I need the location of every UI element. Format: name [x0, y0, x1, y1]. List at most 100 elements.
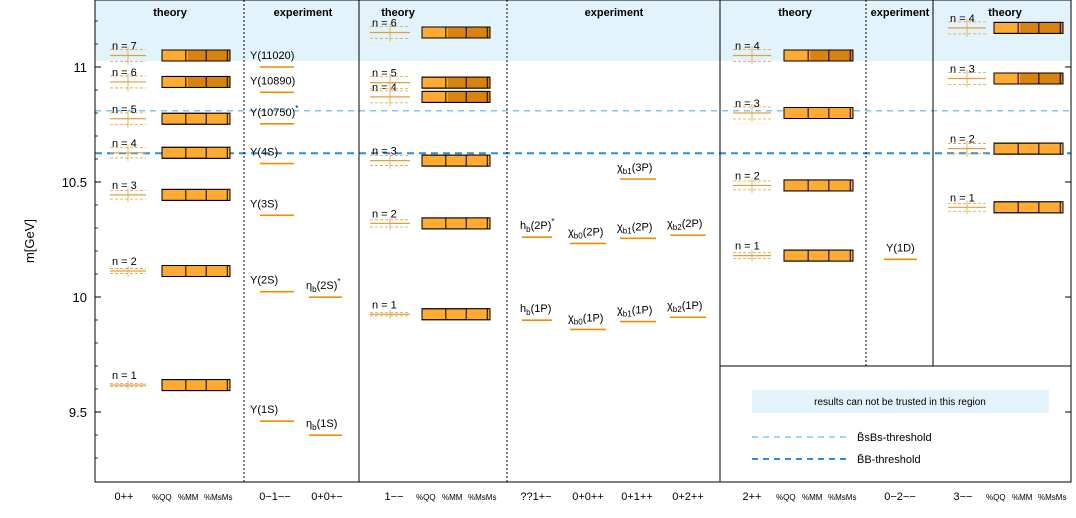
state-label: n = 1: [735, 241, 760, 253]
theory-state: n = 1: [948, 192, 1064, 215]
legend-threshold-label: B̄sBs-threshold: [857, 431, 932, 444]
y-tick-label: 9.5: [69, 405, 87, 420]
experiment-state-label: χb0(2P): [568, 226, 603, 240]
legend-threshold-label: B̄B-threshold: [857, 453, 921, 466]
composition-bar-outline: [783, 107, 854, 119]
composition-bar-outline: [161, 146, 231, 159]
section-title: theory: [988, 7, 1023, 19]
composition-bar-outline: [783, 249, 854, 262]
composition-segment: [206, 189, 230, 201]
column-label: 0−1−−: [259, 491, 291, 503]
theory-state: n = 3: [733, 98, 854, 122]
legend-untrusted-label: results can not be trusted in this regio…: [814, 397, 986, 408]
y-axis-label: m[GeV]: [22, 219, 37, 263]
composition-segment: [206, 113, 230, 125]
column-label: 1−−: [385, 491, 404, 503]
column-label: 0−2−−: [884, 491, 916, 503]
state-levels: n = 1 n = 2 n = 3 n = 4 n = 5 n = 6 n = 7 %QQ %M…: [110, 13, 1066, 503]
experiment-state: hb(1P): [520, 303, 552, 322]
composition-bar-outline: [421, 308, 491, 321]
theory-state: n = 2: [733, 170, 854, 193]
composition-segment: [206, 265, 230, 277]
composition-segment: [447, 27, 490, 38]
column-dividers: [243, 0, 1071, 482]
experiment-state: χb0(1P): [568, 312, 606, 331]
column-tag: %MsMs: [204, 493, 232, 502]
theory-state: n = 5: [370, 68, 491, 92]
experiment-state-label: ηb(2S)*: [306, 277, 340, 294]
experiment-state-label: hb(1P): [520, 303, 551, 317]
experiment-state-label: χb1(1P): [617, 305, 652, 319]
composition-segment: [187, 76, 230, 88]
composition-bar-outline: [421, 90, 491, 103]
experiment-state-label: Υ(1S): [250, 404, 278, 416]
experiment-state: hb(2P)*: [520, 217, 554, 238]
theory-state: n = 2: [110, 256, 231, 278]
state-label: n = 2: [735, 170, 760, 182]
section-title: experiment: [585, 7, 644, 19]
experiment-state: Υ(1S): [250, 404, 294, 423]
column-tag: %MM: [178, 493, 199, 502]
y-tick-label: 10: [73, 290, 87, 305]
state-label: n = 5: [372, 68, 397, 80]
composition-bar-outline: [161, 112, 231, 125]
composition-segment: [466, 155, 490, 167]
column-tag: %QQ: [152, 493, 172, 502]
column-tag: %MM: [1012, 493, 1033, 502]
column-tag: %MM: [802, 493, 823, 502]
experiment-state: Υ(1D): [884, 242, 917, 261]
state-label: n = 2: [950, 134, 975, 146]
experiment-state-label: Υ(1D): [886, 242, 915, 254]
column-label: ??1+−: [520, 491, 551, 503]
experiment-state: χb1(1P): [617, 305, 656, 323]
composition-bar-outline: [161, 265, 231, 278]
experiment-state: ηb(1S): [306, 418, 342, 437]
state-label: n = 6: [112, 67, 137, 79]
theory-state: n = 3: [370, 146, 491, 169]
composition-segment: [447, 77, 490, 89]
composition-segment: [1038, 143, 1063, 155]
composition-bar-outline: [783, 49, 854, 62]
composition-bar-outline: [161, 188, 231, 201]
state-label: n = 4: [372, 82, 397, 94]
state-label: n = 6: [372, 18, 397, 30]
column-tag: %QQ: [986, 493, 1006, 502]
column-label: 0+0++: [572, 491, 604, 503]
y-tick-label: 11: [74, 60, 88, 75]
composition-bar-outline: [993, 72, 1064, 85]
composition-bar-outline: [783, 179, 854, 192]
composition-segment: [1020, 22, 1063, 34]
state-label: n = 1: [950, 192, 975, 204]
composition-bar-outline: [421, 154, 491, 167]
composition-segment: [828, 250, 853, 262]
experiment-state-label: χb1(3P): [617, 162, 652, 176]
y-tick-label: 10.5: [62, 175, 87, 190]
composition-segment: [828, 107, 853, 119]
theory-state: n = 4: [110, 138, 231, 161]
section-title: theory: [153, 7, 188, 19]
state-label: n = 2: [372, 208, 397, 220]
theory-state: n = 6: [370, 18, 491, 42]
column-tag: %MsMs: [828, 493, 856, 502]
experiment-state: Υ(4S): [250, 147, 294, 165]
experiment-state: Υ(2S): [250, 275, 294, 293]
experiment-state-label: χb2(1P): [667, 300, 702, 314]
theory-state: n = 3: [110, 180, 231, 203]
composition-segment: [810, 50, 853, 61]
state-label: n = 5: [112, 104, 137, 116]
theory-state: n = 4: [948, 13, 1064, 37]
experiment-state-label: Υ(11020): [250, 50, 294, 62]
composition-segment: [206, 147, 230, 159]
threshold-lines: [95, 109, 1071, 155]
experiment-state: Υ(10750)*: [250, 104, 298, 125]
untrusted-region-band: [95, 0, 1071, 61]
experiment-state: χb0(2P): [568, 226, 606, 245]
composition-segment: [1038, 201, 1063, 213]
column-tag: %MM: [442, 493, 463, 502]
experiment-state: χb2(2P): [667, 218, 706, 236]
legend: results can not be trusted in this regio…: [752, 390, 1049, 466]
composition-bar-outline: [161, 75, 231, 88]
composition-bar-outline: [421, 76, 491, 89]
experiment-state: Υ(11020): [250, 50, 294, 68]
experiment-state-label: χb1(2P): [617, 221, 652, 235]
